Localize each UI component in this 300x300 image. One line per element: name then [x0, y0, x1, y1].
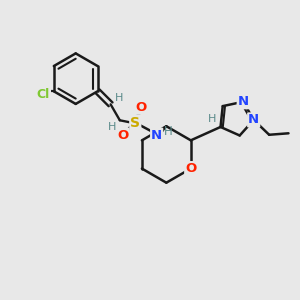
Text: Cl: Cl [37, 88, 50, 101]
Text: H: H [108, 122, 117, 132]
Text: N: N [151, 129, 162, 142]
Text: O: O [135, 101, 146, 114]
Text: N: N [238, 95, 249, 108]
Text: H: H [164, 125, 172, 138]
Text: H: H [207, 114, 216, 124]
Text: N: N [248, 113, 259, 126]
Text: O: O [185, 162, 196, 175]
Text: O: O [117, 129, 128, 142]
Polygon shape [155, 126, 166, 137]
Text: H: H [115, 93, 123, 103]
Text: S: S [130, 116, 140, 130]
